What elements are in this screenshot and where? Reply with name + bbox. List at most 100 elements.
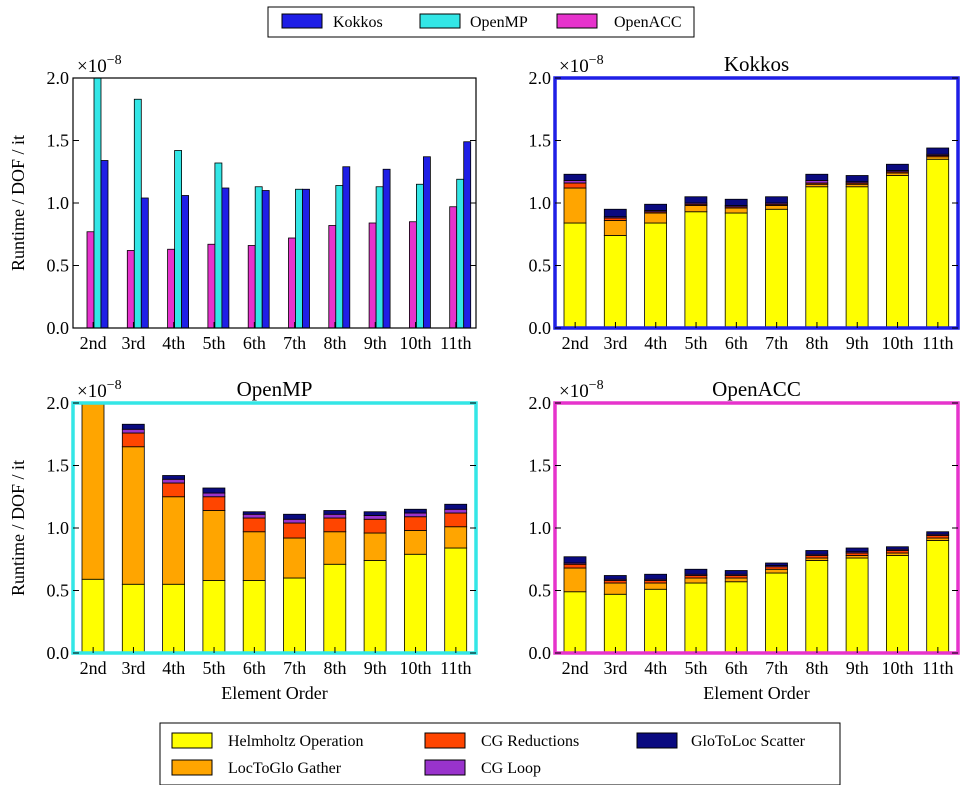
segment-loctoglo-gather-4th xyxy=(162,496,186,585)
segment-cg-reductions-3rd xyxy=(121,432,145,448)
x-tick-label: 11th xyxy=(922,658,953,678)
y-tick-label: 2.0 xyxy=(529,393,552,413)
segment-helmholtz-operation-6th xyxy=(724,581,748,654)
bar-openmp-10th xyxy=(415,183,424,329)
bar-openmp-9th xyxy=(375,186,384,329)
y-tick-label: 0.0 xyxy=(47,318,70,338)
segment-cg-loop-9th xyxy=(363,515,387,520)
segment-helmholtz-operation-3rd xyxy=(121,583,145,654)
segment-glotoloc-scatter-7th xyxy=(765,562,788,566)
segment-helmholtz-operation-9th xyxy=(363,560,387,654)
segment-helmholtz-operation-10th xyxy=(886,555,909,654)
y-tick-label: 1.5 xyxy=(47,131,70,151)
x-tick-label: 11th xyxy=(440,333,471,353)
legend-frame xyxy=(267,6,695,38)
bar-kokkos-3rd xyxy=(140,197,149,329)
segment-cg-reductions-7th xyxy=(283,522,306,539)
subplot-4: 0.0 0.5 1.0 1.5 2.0 2nd 3rd 4th 5th 6th 7th 8th 9th 1… xyxy=(529,377,960,703)
segment-loctoglo-gather-2nd xyxy=(81,402,105,580)
segment-glotoloc-scatter-3rd xyxy=(603,208,627,218)
segment-loctoglo-gather-11th xyxy=(444,526,468,549)
segment-loctoglo-gather-3rd xyxy=(121,446,145,585)
bar-openacc-8th xyxy=(328,225,337,329)
segment-glotoloc-scatter-6th xyxy=(724,570,748,575)
segment-glotoloc-scatter-5th xyxy=(684,568,708,575)
legend-swatch-helmholtz-operation xyxy=(171,732,213,749)
segment-loctoglo-gather-7th xyxy=(283,537,306,579)
bar-openmp-7th xyxy=(295,188,303,329)
x-axis-label: Element Order xyxy=(221,683,327,703)
x-tick-label: 9th xyxy=(846,658,869,678)
legend-swatch-cg-reductions xyxy=(424,732,466,749)
segment-cg-loop-10th xyxy=(403,512,427,518)
exponent-label: ×10−8 xyxy=(559,53,604,77)
x-tick-label: 4th xyxy=(644,333,667,353)
legend-swatch-openmp xyxy=(419,13,461,29)
segment-cg-loop-4th xyxy=(162,478,186,484)
x-tick-label: 3rd xyxy=(603,658,627,678)
y-tick-label: 2.0 xyxy=(47,68,70,88)
segment-cg-reductions-9th xyxy=(363,518,387,534)
segment-helmholtz-operation-3rd xyxy=(603,593,627,654)
y-tick-label: 2.0 xyxy=(529,68,552,88)
segment-loctoglo-gather-6th xyxy=(242,531,266,581)
bar-openmp-3rd xyxy=(133,98,142,329)
segment-glotoloc-scatter-2nd xyxy=(563,173,587,181)
segment-glotoloc-scatter-9th xyxy=(363,511,387,516)
segment-helmholtz-operation-2nd xyxy=(81,578,105,654)
segment-cg-loop-6th xyxy=(242,513,266,519)
x-tick-label: 3rd xyxy=(121,658,145,678)
segment-glotoloc-scatter-5th xyxy=(202,487,226,494)
bar-openmp-5th xyxy=(214,162,223,329)
legend-swatch-openacc xyxy=(556,13,598,29)
x-tick-label: 9th xyxy=(364,333,387,353)
legend-label-helmholtz-operation: Helmholtz Operation xyxy=(228,733,364,750)
x-tick-label: 2nd xyxy=(562,333,589,353)
segment-cg-reductions-6th xyxy=(242,517,266,533)
y-tick-label: 1.0 xyxy=(47,518,70,538)
x-tick-label: 10th xyxy=(882,658,914,678)
segment-cg-reductions-5th xyxy=(202,496,226,511)
segment-helmholtz-operation-4th xyxy=(644,222,667,329)
bar-openmp-8th xyxy=(335,185,344,329)
segment-cg-reductions-2nd xyxy=(563,563,587,569)
segment-helmholtz-operation-5th xyxy=(202,580,226,654)
segment-loctoglo-gather-2nd xyxy=(563,567,587,593)
legend-swatch-kokkos xyxy=(281,13,323,29)
y-tick-label: 1.5 xyxy=(529,456,552,476)
y-tick-label: 1.5 xyxy=(47,456,70,476)
y-axis-label: Runtime / DOF / it xyxy=(8,460,28,596)
bar-kokkos-6th xyxy=(261,190,270,329)
segment-helmholtz-operation-6th xyxy=(724,212,748,329)
segment-glotoloc-scatter-7th xyxy=(765,196,788,204)
x-tick-label: 2nd xyxy=(562,658,589,678)
y-tick-label: 0.0 xyxy=(529,643,552,663)
segment-helmholtz-operation-8th xyxy=(323,563,347,654)
x-tick-label: 8th xyxy=(805,658,828,678)
segment-helmholtz-operation-5th xyxy=(684,211,708,329)
x-tick-label: 7th xyxy=(765,658,788,678)
segment-loctoglo-gather-9th xyxy=(363,532,387,561)
x-tick-label: 10th xyxy=(400,658,432,678)
exponent-label: ×10−8 xyxy=(559,378,604,402)
segment-loctoglo-gather-6th xyxy=(724,207,748,214)
segment-glotoloc-scatter-8th xyxy=(323,510,347,515)
segment-helmholtz-operation-8th xyxy=(805,186,829,329)
segment-loctoglo-gather-5th xyxy=(684,577,708,584)
segment-loctoglo-gather-8th xyxy=(323,531,347,565)
y-tick-label: 0.5 xyxy=(529,581,552,601)
segment-cg-loop-11th xyxy=(444,508,468,514)
legend-label-loctoglo-gather: LocToGlo Gather xyxy=(228,760,342,777)
legend-label-glotoloc-scatter: GloToLoc Scatter xyxy=(691,733,806,750)
legend-label-openacc: OpenACC xyxy=(614,14,682,31)
bar-kokkos-11th xyxy=(463,141,472,329)
legend-label-openmp: OpenMP xyxy=(470,14,528,31)
legend-swatch-cg-loop xyxy=(424,759,466,776)
segment-glotoloc-scatter-3rd xyxy=(121,423,145,430)
segment-loctoglo-gather-6th xyxy=(724,577,748,583)
segment-helmholtz-operation-2nd xyxy=(563,222,587,329)
y-tick-label: 1.5 xyxy=(529,131,552,151)
x-tick-label: 6th xyxy=(725,658,748,678)
y-tick-label: 0.0 xyxy=(47,643,70,663)
bar-openacc-4th xyxy=(167,248,176,329)
